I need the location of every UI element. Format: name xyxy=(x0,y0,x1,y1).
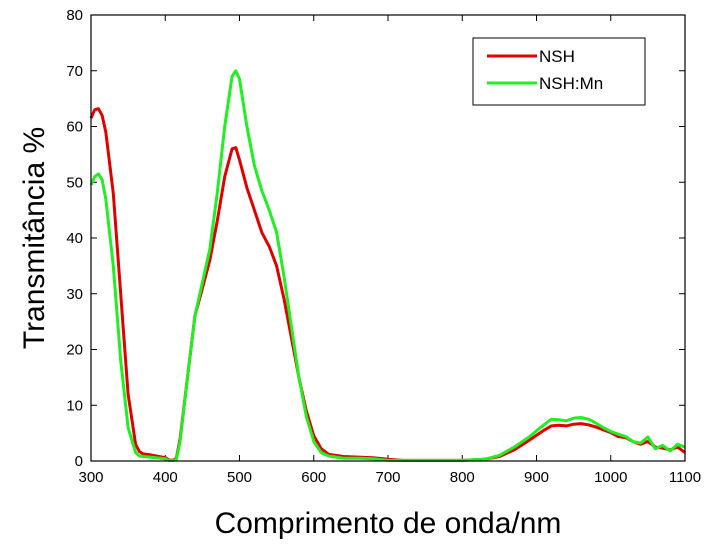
x-tick-label: 700 xyxy=(375,469,400,486)
x-tick-label: 400 xyxy=(153,469,178,486)
y-tick-label: 50 xyxy=(66,174,83,191)
y-tick-label: 30 xyxy=(66,286,83,303)
plot-frame xyxy=(90,14,686,462)
x-tick-label: 300 xyxy=(78,469,103,486)
y-axis-title: Transmitância % xyxy=(18,127,51,349)
x-tick-label: 900 xyxy=(524,469,549,486)
y-tick-label: 60 xyxy=(66,119,83,136)
y-tick-label: 70 xyxy=(66,63,83,80)
legend-label: NSH:Mn xyxy=(539,74,603,93)
y-tick-label: 40 xyxy=(66,230,83,247)
y-tick-label: 10 xyxy=(66,397,83,414)
x-tick-label: 1000 xyxy=(594,469,627,486)
data-line xyxy=(89,69,686,462)
x-tick-label: 800 xyxy=(450,469,475,486)
y-tick-label: 80 xyxy=(66,7,83,24)
y-tick-label: 20 xyxy=(66,342,83,359)
x-tick-label: 1100 xyxy=(669,469,701,486)
data-line xyxy=(89,107,686,462)
x-tick-label: 600 xyxy=(301,469,326,486)
x-axis-title: Comprimento de onda/nm xyxy=(215,507,562,540)
legend-box xyxy=(472,37,646,106)
y-tick-label: 0 xyxy=(75,453,83,470)
x-tick-label: 500 xyxy=(227,469,252,486)
legend-label: NSH xyxy=(539,47,575,66)
